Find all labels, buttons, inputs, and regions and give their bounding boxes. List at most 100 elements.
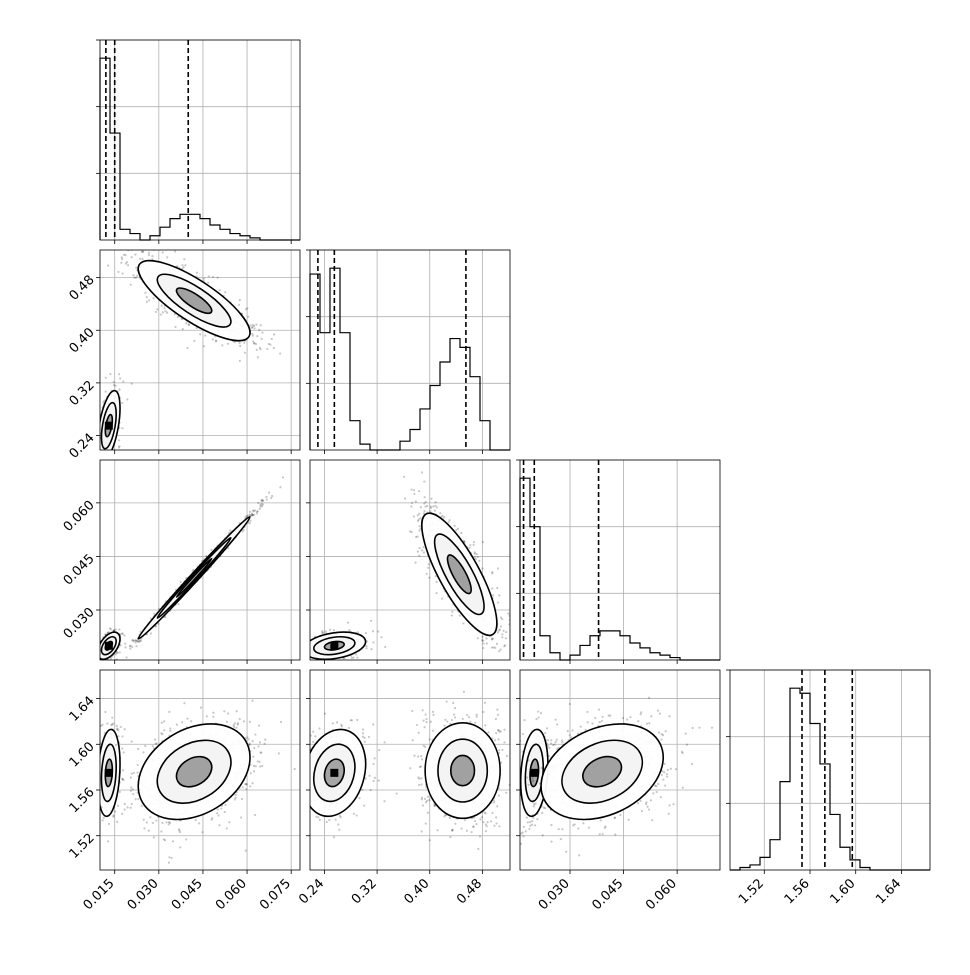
- sample-point: [95, 650, 97, 652]
- x-tick-label: 0.045: [169, 876, 206, 913]
- sample-point: [112, 457, 114, 459]
- sample-point: [102, 451, 104, 453]
- sample-point: [163, 838, 165, 840]
- y-tick-label: 0.48: [67, 273, 98, 304]
- sample-point: [153, 836, 155, 838]
- sample-point: [303, 655, 305, 657]
- sample-point: [183, 702, 185, 704]
- sample-point: [95, 778, 97, 780]
- sample-point: [259, 348, 261, 350]
- sample-point: [219, 289, 221, 291]
- sample-point: [161, 305, 163, 307]
- sample-point: [243, 342, 245, 344]
- sample-point: [217, 277, 219, 279]
- sample-point: [259, 504, 261, 506]
- sample-point: [106, 453, 108, 455]
- sample-point: [135, 277, 137, 279]
- x-tick-label: 1.52: [736, 876, 767, 907]
- sample-point: [264, 739, 266, 741]
- sample-point: [234, 798, 236, 800]
- sample-point: [186, 347, 188, 349]
- sample-point: [273, 333, 275, 335]
- sample-point: [119, 791, 121, 793]
- y-tick-label: 1.56: [67, 785, 98, 816]
- sample-point: [235, 727, 237, 729]
- sample-point: [107, 452, 109, 454]
- density-peak: [105, 769, 113, 777]
- sample-point: [124, 808, 126, 810]
- sample-point: [121, 633, 123, 635]
- sample-point: [329, 629, 331, 631]
- sample-point: [306, 647, 308, 649]
- sample-point: [454, 525, 456, 527]
- sample-point: [206, 715, 208, 717]
- sample-point: [259, 765, 261, 767]
- sample-point: [411, 502, 413, 504]
- sample-point: [122, 769, 124, 771]
- sample-point: [97, 655, 99, 657]
- sample-point: [110, 628, 112, 630]
- sample-point: [169, 730, 171, 732]
- sample-point: [257, 356, 259, 358]
- sample-point: [115, 628, 117, 630]
- sample-point: [217, 814, 219, 816]
- sample-point: [184, 264, 186, 266]
- sample-point: [97, 412, 99, 414]
- sample-point: [249, 514, 251, 516]
- sample-point: [248, 742, 250, 744]
- x-tick-label: 0.015: [81, 876, 118, 913]
- sample-point: [169, 727, 171, 729]
- sample-point: [185, 322, 187, 324]
- sample-point: [239, 342, 241, 344]
- sample-point: [451, 611, 453, 613]
- sample-point: [97, 643, 99, 645]
- sample-point: [259, 508, 261, 510]
- sample-point: [105, 462, 107, 464]
- sample-point: [95, 446, 97, 448]
- sample-point: [116, 728, 118, 730]
- sample-point: [148, 299, 150, 301]
- sample-point: [217, 808, 219, 810]
- histogram-step: [100, 58, 300, 240]
- sample-point: [94, 457, 96, 459]
- density-peak: [105, 422, 113, 430]
- sample-point: [118, 373, 120, 375]
- sample-point: [474, 553, 476, 555]
- sample-point: [432, 505, 434, 507]
- sample-point: [301, 650, 303, 652]
- sample-point: [223, 710, 225, 712]
- sample-point: [151, 255, 153, 257]
- sample-point: [103, 666, 105, 668]
- panel-frame: [100, 40, 300, 240]
- sample-point: [459, 615, 461, 617]
- sample-point: [333, 629, 335, 631]
- sample-point: [257, 760, 259, 762]
- sample-point: [130, 776, 132, 778]
- sample-point: [168, 711, 170, 713]
- sample-point: [261, 765, 263, 767]
- sample-point: [308, 649, 310, 651]
- sample-point: [249, 324, 251, 326]
- sample-point: [116, 821, 118, 823]
- sample-point: [416, 536, 418, 538]
- sample-point: [242, 786, 244, 788]
- x-tick-label: 0.030: [125, 876, 162, 913]
- y-tick-label: 1.60: [67, 739, 98, 770]
- sample-point: [258, 761, 260, 763]
- sample-point: [131, 383, 133, 385]
- sample-point: [103, 465, 105, 467]
- sample-point: [121, 272, 123, 274]
- sample-point: [154, 739, 156, 741]
- sample-point: [210, 549, 212, 551]
- sample-point: [101, 455, 103, 457]
- joint-scatter: [91, 700, 296, 864]
- sample-point: [491, 587, 493, 589]
- sample-point: [103, 450, 105, 452]
- sample-point: [97, 466, 99, 468]
- joint-panel-p2-p3: [281, 460, 518, 669]
- sample-point: [305, 640, 307, 642]
- sample-point: [253, 770, 255, 772]
- sample-point: [116, 725, 118, 727]
